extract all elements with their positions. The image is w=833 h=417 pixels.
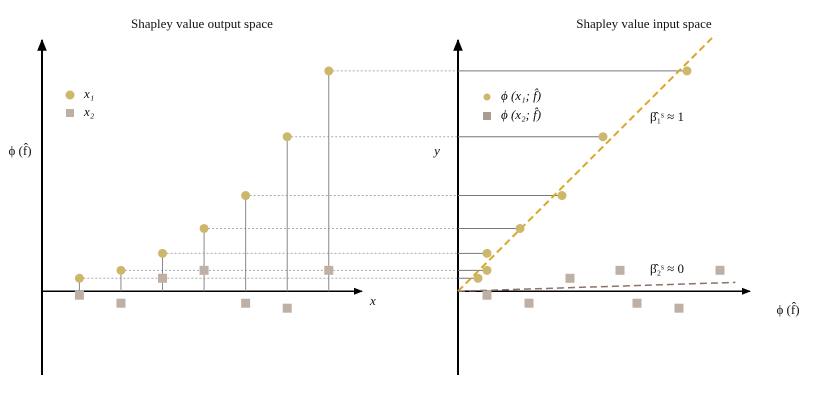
fit-line: [457, 281, 736, 292]
point: [482, 290, 492, 300]
point: [632, 298, 642, 308]
point: [682, 66, 692, 76]
point: [158, 273, 168, 283]
point: [282, 303, 292, 313]
point: [598, 132, 608, 142]
legend-marker: [483, 112, 491, 120]
point: [282, 132, 292, 142]
point: [199, 265, 209, 275]
point: [473, 273, 483, 283]
point: [482, 248, 492, 258]
point: [674, 303, 684, 313]
legend-label: x₂: [83, 104, 95, 119]
fit-line: [457, 37, 713, 292]
legend-label: x₁: [83, 86, 94, 101]
point: [524, 298, 534, 308]
point: [565, 273, 575, 283]
x-axis-label: ϕ (f̂): [776, 302, 799, 317]
point: [482, 265, 492, 275]
point: [116, 265, 126, 275]
point: [715, 265, 725, 275]
y-axis-label: y: [432, 143, 440, 158]
chart-title: Shapley value output space: [131, 16, 273, 31]
point: [74, 273, 84, 283]
legend-marker: [483, 93, 491, 101]
point: [515, 223, 525, 233]
legend-marker: [66, 109, 74, 117]
fit-label: β̂₂ˢ ≈ 0: [650, 261, 684, 276]
point: [199, 223, 209, 233]
point: [241, 298, 251, 308]
point: [116, 298, 126, 308]
y-axis-label: ϕ (f̂): [8, 143, 31, 158]
legend-label: ϕ (x₂; f̂): [501, 107, 541, 122]
point: [324, 66, 334, 76]
chart-title: Shapley value input space: [576, 16, 712, 31]
fit-label: β̂₁ˢ ≈ 1: [650, 109, 684, 124]
point: [557, 191, 567, 201]
x-axis-label: x: [369, 293, 376, 308]
point: [241, 191, 251, 201]
legend-label: ϕ (x₁; f̂): [501, 88, 541, 103]
point: [615, 265, 625, 275]
point: [324, 265, 334, 275]
legend-marker: [65, 90, 75, 100]
point: [74, 290, 84, 300]
point: [158, 248, 168, 258]
